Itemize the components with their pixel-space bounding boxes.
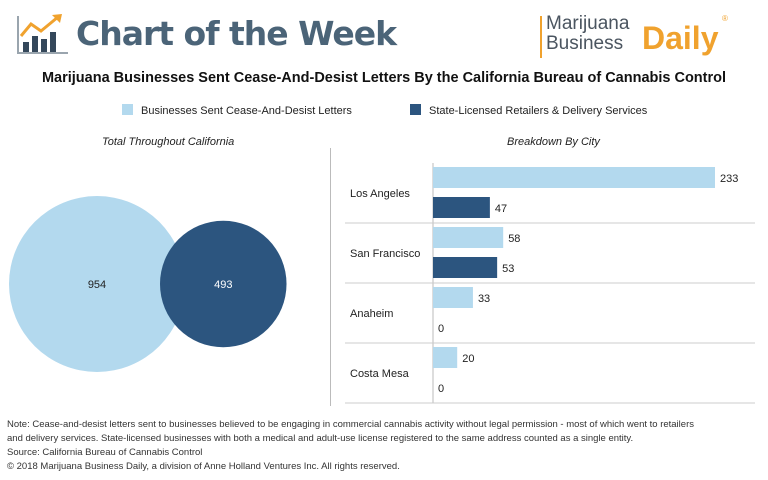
data-label: 33	[478, 293, 490, 305]
legend-item-retailers: State-Licensed Retailers & Delivery Serv…	[410, 104, 647, 117]
bubble-0	[9, 196, 185, 372]
legend-label-letters: Businesses Sent Cease-And-Desist Letters	[141, 105, 352, 117]
bar-letters	[433, 227, 504, 248]
data-label: 58	[508, 233, 520, 245]
legend-swatch-letters	[122, 104, 133, 115]
brand-logo: Marijuana Business Daily ®	[540, 14, 740, 64]
legend-label-retailers: State-Licensed Retailers & Delivery Serv…	[429, 105, 648, 117]
brand-line-1: Marijuana	[546, 13, 630, 34]
bar-letters	[433, 167, 715, 188]
data-label: 0	[438, 383, 444, 395]
data-label: 20	[462, 353, 474, 365]
bubble-chart: 954 493	[9, 196, 287, 372]
left-subtitle: Total Throughout California	[102, 136, 235, 148]
right-subtitle: Breakdown By City	[507, 136, 600, 148]
category-label: San Francisco	[350, 248, 420, 260]
data-label: 53	[502, 263, 514, 275]
brand-line-3: Daily	[642, 20, 719, 56]
brand-registered: ®	[722, 14, 728, 23]
bar-chart: Los Angeles 233 47 San Francisco 58 53 Anaheim…	[345, 163, 755, 404]
legend-swatch-retailers	[410, 104, 421, 115]
bubble-1	[160, 220, 287, 348]
bar-retailers	[433, 257, 498, 278]
footer-copyright: © 2018 Marijuana Business Daily, a divis…	[7, 461, 400, 472]
brand-bar	[540, 16, 542, 58]
bar-letters	[433, 287, 473, 308]
footer-note-1: Note: Cease-and-desist letters sent to b…	[7, 419, 694, 430]
footer-note-2: and delivery services. State-licensed bu…	[7, 433, 634, 444]
legend-item-letters: Businesses Sent Cease-And-Desist Letters	[122, 104, 352, 117]
brand-line-2: Business	[546, 33, 624, 54]
data-label: 233	[720, 173, 738, 185]
header-title: Chart of the Week	[76, 14, 397, 53]
category-label: Anaheim	[350, 308, 393, 320]
bubble-label-0: 954	[88, 279, 106, 291]
bar-letters	[433, 347, 458, 368]
footer-source: Source: California Bureau of Cannabis Co…	[7, 447, 203, 458]
chart-growth-icon	[17, 14, 68, 54]
bar-retailers	[433, 197, 490, 218]
category-label: Costa Mesa	[350, 368, 410, 380]
data-label: 47	[495, 203, 507, 215]
bubble-label-1: 493	[214, 279, 232, 291]
category-label: Los Angeles	[350, 188, 410, 200]
divider	[330, 148, 331, 406]
chart-title: Marijuana Businesses Sent Cease-And-Desi…	[41, 70, 727, 86]
data-label: 0	[438, 323, 444, 335]
